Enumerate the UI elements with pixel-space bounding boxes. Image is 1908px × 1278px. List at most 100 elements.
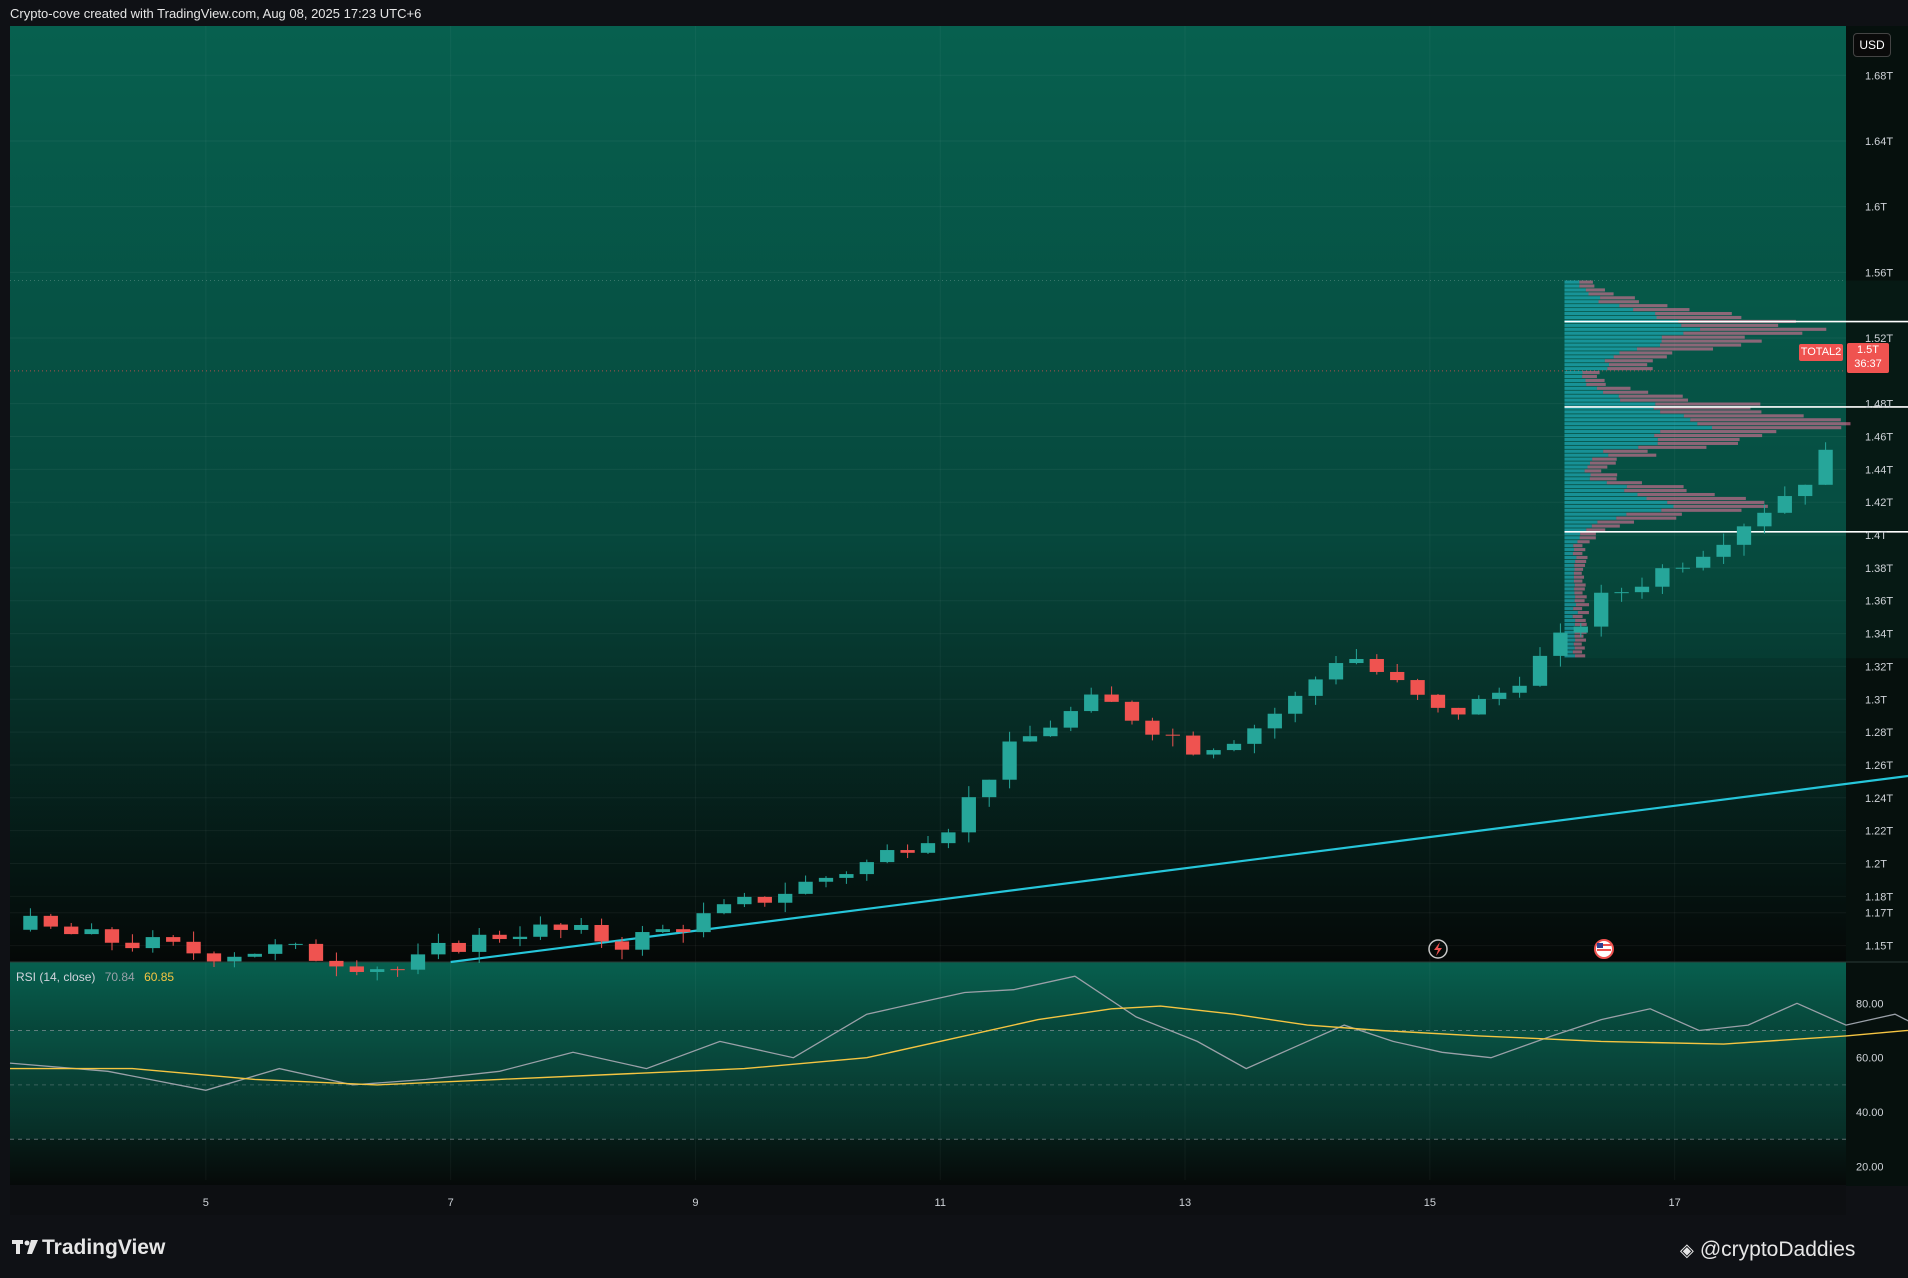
candle-body xyxy=(23,915,38,930)
price-axis[interactable]: 1.68T 1.64T 1.6T 1.56T 1.52T 1.48T 1.46T 1.44T 1… xyxy=(1865,70,1893,952)
currency-button[interactable]: USD xyxy=(1853,33,1891,57)
candle-body xyxy=(1084,694,1099,712)
price-tick-label: 1.26T xyxy=(1865,760,1893,772)
price-tick-label: 1.44T xyxy=(1865,464,1893,476)
price-tick-label: 1.6T xyxy=(1865,202,1887,214)
profile-bar-down xyxy=(1603,449,1648,453)
profile-bar-down xyxy=(1573,571,1582,575)
rsi-line xyxy=(9,975,1908,1091)
candle-body xyxy=(798,881,813,894)
profile-bar-down xyxy=(1712,426,1842,430)
profile-bar-down xyxy=(1575,595,1587,599)
last-price-value: 1.5T xyxy=(1856,344,1879,356)
profile-bar-up xyxy=(1564,548,1575,552)
profile-bar-down xyxy=(1606,481,1642,485)
candles xyxy=(23,442,1833,981)
profile-bar-down xyxy=(1618,394,1683,398)
tradingview-brand[interactable]: TradingView xyxy=(12,1236,165,1260)
profile-bar-up xyxy=(1564,441,1658,445)
profile-bar-down xyxy=(1586,382,1606,386)
profile-bar-down xyxy=(1624,489,1687,493)
profile-bar-down xyxy=(1655,312,1732,316)
profile-bar-down xyxy=(1572,650,1583,654)
watermark-text: @cryptoDaddies xyxy=(1699,1238,1856,1261)
watermark: ◈ @cryptoDaddies xyxy=(1680,1238,1855,1262)
profile-bar-up xyxy=(1564,453,1609,457)
profile-bar-down xyxy=(1589,477,1617,481)
profile-bar-down xyxy=(1592,457,1617,461)
profile-bar-down xyxy=(1576,555,1588,560)
rsi-lines xyxy=(9,975,1908,1091)
profile-bar-up xyxy=(1564,540,1578,544)
candle-body xyxy=(859,862,874,875)
trendline xyxy=(450,774,1908,964)
profile-bar-up xyxy=(1564,544,1574,548)
candle-body xyxy=(43,915,58,927)
profile-bar-down xyxy=(1588,292,1614,296)
candle-body xyxy=(1553,632,1568,656)
candle-body xyxy=(1206,750,1221,755)
time-axis[interactable]: 57911131517192123252729Aug357911131517 xyxy=(203,1197,1908,1209)
profile-bar-up xyxy=(1564,386,1597,390)
flash-icon[interactable] xyxy=(1428,939,1448,959)
symbol-tag: TOTAL2 xyxy=(1799,344,1843,361)
profile-bar-up xyxy=(1564,492,1638,497)
candle-body xyxy=(1798,484,1813,497)
us-flag-icon[interactable] xyxy=(1594,939,1614,959)
profile-bar-down xyxy=(1585,288,1605,292)
profile-bar-down xyxy=(1613,355,1667,359)
symbol-tag-text: TOTAL2 xyxy=(1800,346,1842,358)
candle-body xyxy=(1226,743,1242,751)
profile-bar-up xyxy=(1564,300,1599,304)
candle-body xyxy=(737,896,752,905)
candle-body xyxy=(247,953,262,957)
profile-bar-down xyxy=(1573,575,1585,579)
profile-bar-down xyxy=(1585,378,1605,383)
profile-bar-down xyxy=(1574,654,1586,658)
candle-body xyxy=(839,874,854,878)
price-tick-label: 1.2T xyxy=(1865,858,1887,870)
last-price-tag: 1.5T 36:37 xyxy=(1847,343,1889,373)
profile-bar-up xyxy=(1564,646,1575,650)
profile-bar-up xyxy=(1564,465,1588,469)
profile-bar-down xyxy=(1659,343,1742,347)
price-tick-label: 1.22T xyxy=(1865,826,1893,838)
profile-bar-up xyxy=(1564,449,1604,453)
candle-body xyxy=(1165,734,1180,736)
profile-bar-down xyxy=(1653,406,1751,410)
profile-bar-up xyxy=(1564,642,1574,646)
profile-bar-down xyxy=(1590,473,1618,477)
profile-bar-down xyxy=(1575,618,1586,623)
profile-bar-up xyxy=(1564,587,1575,591)
profile-bar-up xyxy=(1564,315,1657,320)
profile-bar-up xyxy=(1564,634,1575,638)
profile-bar-up xyxy=(1564,284,1580,288)
profile-bar-down xyxy=(1579,536,1596,540)
profile-bar-up xyxy=(1564,516,1617,520)
candle-body xyxy=(288,943,303,945)
profile-bar-up xyxy=(1564,559,1576,563)
profile-bar-down xyxy=(1603,390,1649,394)
profile-bar-down xyxy=(1573,607,1583,611)
profile-bar-up xyxy=(1564,367,1608,371)
candle-body xyxy=(1043,727,1058,737)
profile-bar-down xyxy=(1604,359,1653,363)
diamond-icon: ◈ xyxy=(1680,1240,1694,1260)
candle-body xyxy=(1614,592,1629,594)
rsi-legend[interactable]: RSI (14, close) 70.84 60.85 xyxy=(16,970,174,984)
time-tick-label: 15 xyxy=(1424,1197,1436,1209)
profile-bar-up xyxy=(1564,394,1619,398)
trendline-layer xyxy=(450,774,1908,964)
profile-bar-up xyxy=(1564,504,1674,508)
volume-profile xyxy=(1564,280,1908,659)
profile-bar-up xyxy=(1564,622,1575,626)
profile-bar-down xyxy=(1584,469,1602,473)
profile-bar-down xyxy=(1573,579,1583,583)
time-tick-label: 9 xyxy=(692,1197,698,1209)
profile-bar-up xyxy=(1564,335,1662,339)
candle-body xyxy=(1430,694,1446,708)
candle-body xyxy=(1186,735,1201,755)
profile-bar-down xyxy=(1574,646,1585,650)
